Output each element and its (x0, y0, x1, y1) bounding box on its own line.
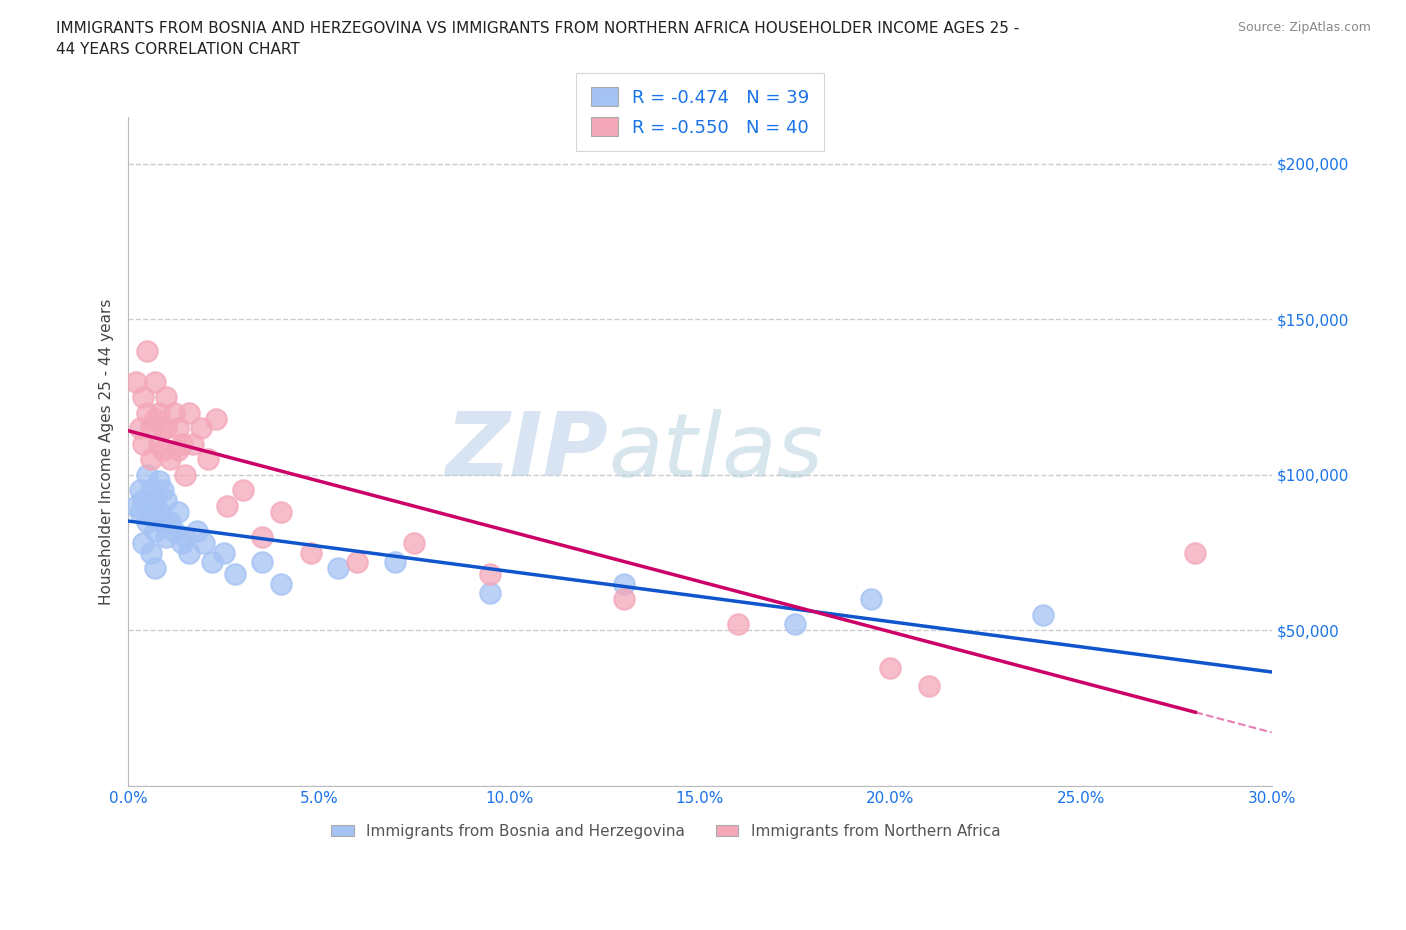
Point (727, 617, 749, 631)
Text: Source: ZipAtlas.com: Source: ZipAtlas.com (1237, 21, 1371, 34)
Point (270, 577, 292, 591)
Point (125, 498, 148, 513)
Point (224, 567, 246, 582)
Text: 44 YEARS CORRELATION CHART: 44 YEARS CORRELATION CHART (56, 42, 299, 57)
Point (860, 591, 883, 606)
Point (136, 405, 159, 420)
Point (152, 483, 174, 498)
Point (155, 421, 177, 436)
Point (384, 554, 406, 569)
Point (479, 586, 502, 601)
Point (163, 405, 186, 420)
Point (136, 514, 159, 529)
Point (152, 514, 174, 529)
Point (139, 452, 162, 467)
Point (152, 443, 174, 458)
Point (174, 530, 197, 545)
Point (217, 498, 239, 513)
Legend: Immigrants from Bosnia and Herzegovina, Immigrants from Northern Africa: Immigrants from Bosnia and Herzegovina, … (325, 817, 1007, 845)
Y-axis label: Householder Income Ages 25 - 44 years: Householder Income Ages 25 - 44 years (100, 299, 114, 604)
Point (139, 483, 162, 498)
Point (193, 536, 215, 551)
Point (1184, 545, 1206, 560)
Point (201, 554, 224, 569)
Point (163, 524, 186, 538)
Point (139, 545, 162, 560)
Point (143, 492, 166, 507)
Point (190, 421, 212, 436)
Point (159, 514, 181, 529)
Point (166, 505, 188, 520)
Point (155, 492, 177, 507)
Point (139, 421, 162, 436)
Point (152, 421, 174, 436)
Point (136, 343, 159, 358)
Point (132, 436, 155, 451)
Point (917, 679, 939, 694)
Point (125, 374, 148, 389)
Point (166, 443, 188, 458)
Point (1032, 607, 1054, 622)
Point (205, 411, 228, 426)
Point (785, 617, 807, 631)
Point (170, 536, 193, 551)
Point (181, 436, 204, 451)
Point (326, 561, 349, 576)
Point (250, 554, 273, 569)
Point (148, 505, 170, 520)
Point (143, 524, 166, 538)
Point (148, 405, 170, 420)
Point (148, 436, 170, 451)
Point (299, 545, 322, 560)
Point (270, 505, 292, 520)
Point (179, 405, 201, 420)
Point (132, 536, 155, 551)
Point (143, 561, 166, 576)
Point (132, 390, 155, 405)
Point (139, 505, 162, 520)
Point (132, 492, 155, 507)
Point (179, 545, 201, 560)
Point (166, 421, 188, 436)
Point (155, 530, 177, 545)
Point (197, 452, 219, 467)
Text: ZIP: ZIP (446, 408, 609, 495)
Point (212, 545, 235, 560)
Point (143, 374, 166, 389)
Point (128, 483, 150, 498)
Point (136, 468, 159, 483)
Point (232, 483, 254, 498)
Text: IMMIGRANTS FROM BOSNIA AND HERZEGOVINA VS IMMIGRANTS FROM NORTHERN AFRICA HOUSEH: IMMIGRANTS FROM BOSNIA AND HERZEGOVINA V… (56, 21, 1019, 36)
Point (143, 411, 166, 426)
Point (159, 452, 181, 467)
Point (613, 591, 636, 606)
Text: atlas: atlas (609, 408, 824, 495)
Point (613, 577, 636, 591)
Point (479, 567, 502, 582)
Point (170, 436, 193, 451)
Point (879, 660, 901, 675)
Point (404, 536, 426, 551)
Point (155, 390, 177, 405)
Point (128, 505, 150, 520)
Point (128, 421, 150, 436)
Point (148, 473, 170, 488)
Point (186, 524, 208, 538)
Point (346, 554, 368, 569)
Point (250, 530, 273, 545)
Point (174, 468, 197, 483)
